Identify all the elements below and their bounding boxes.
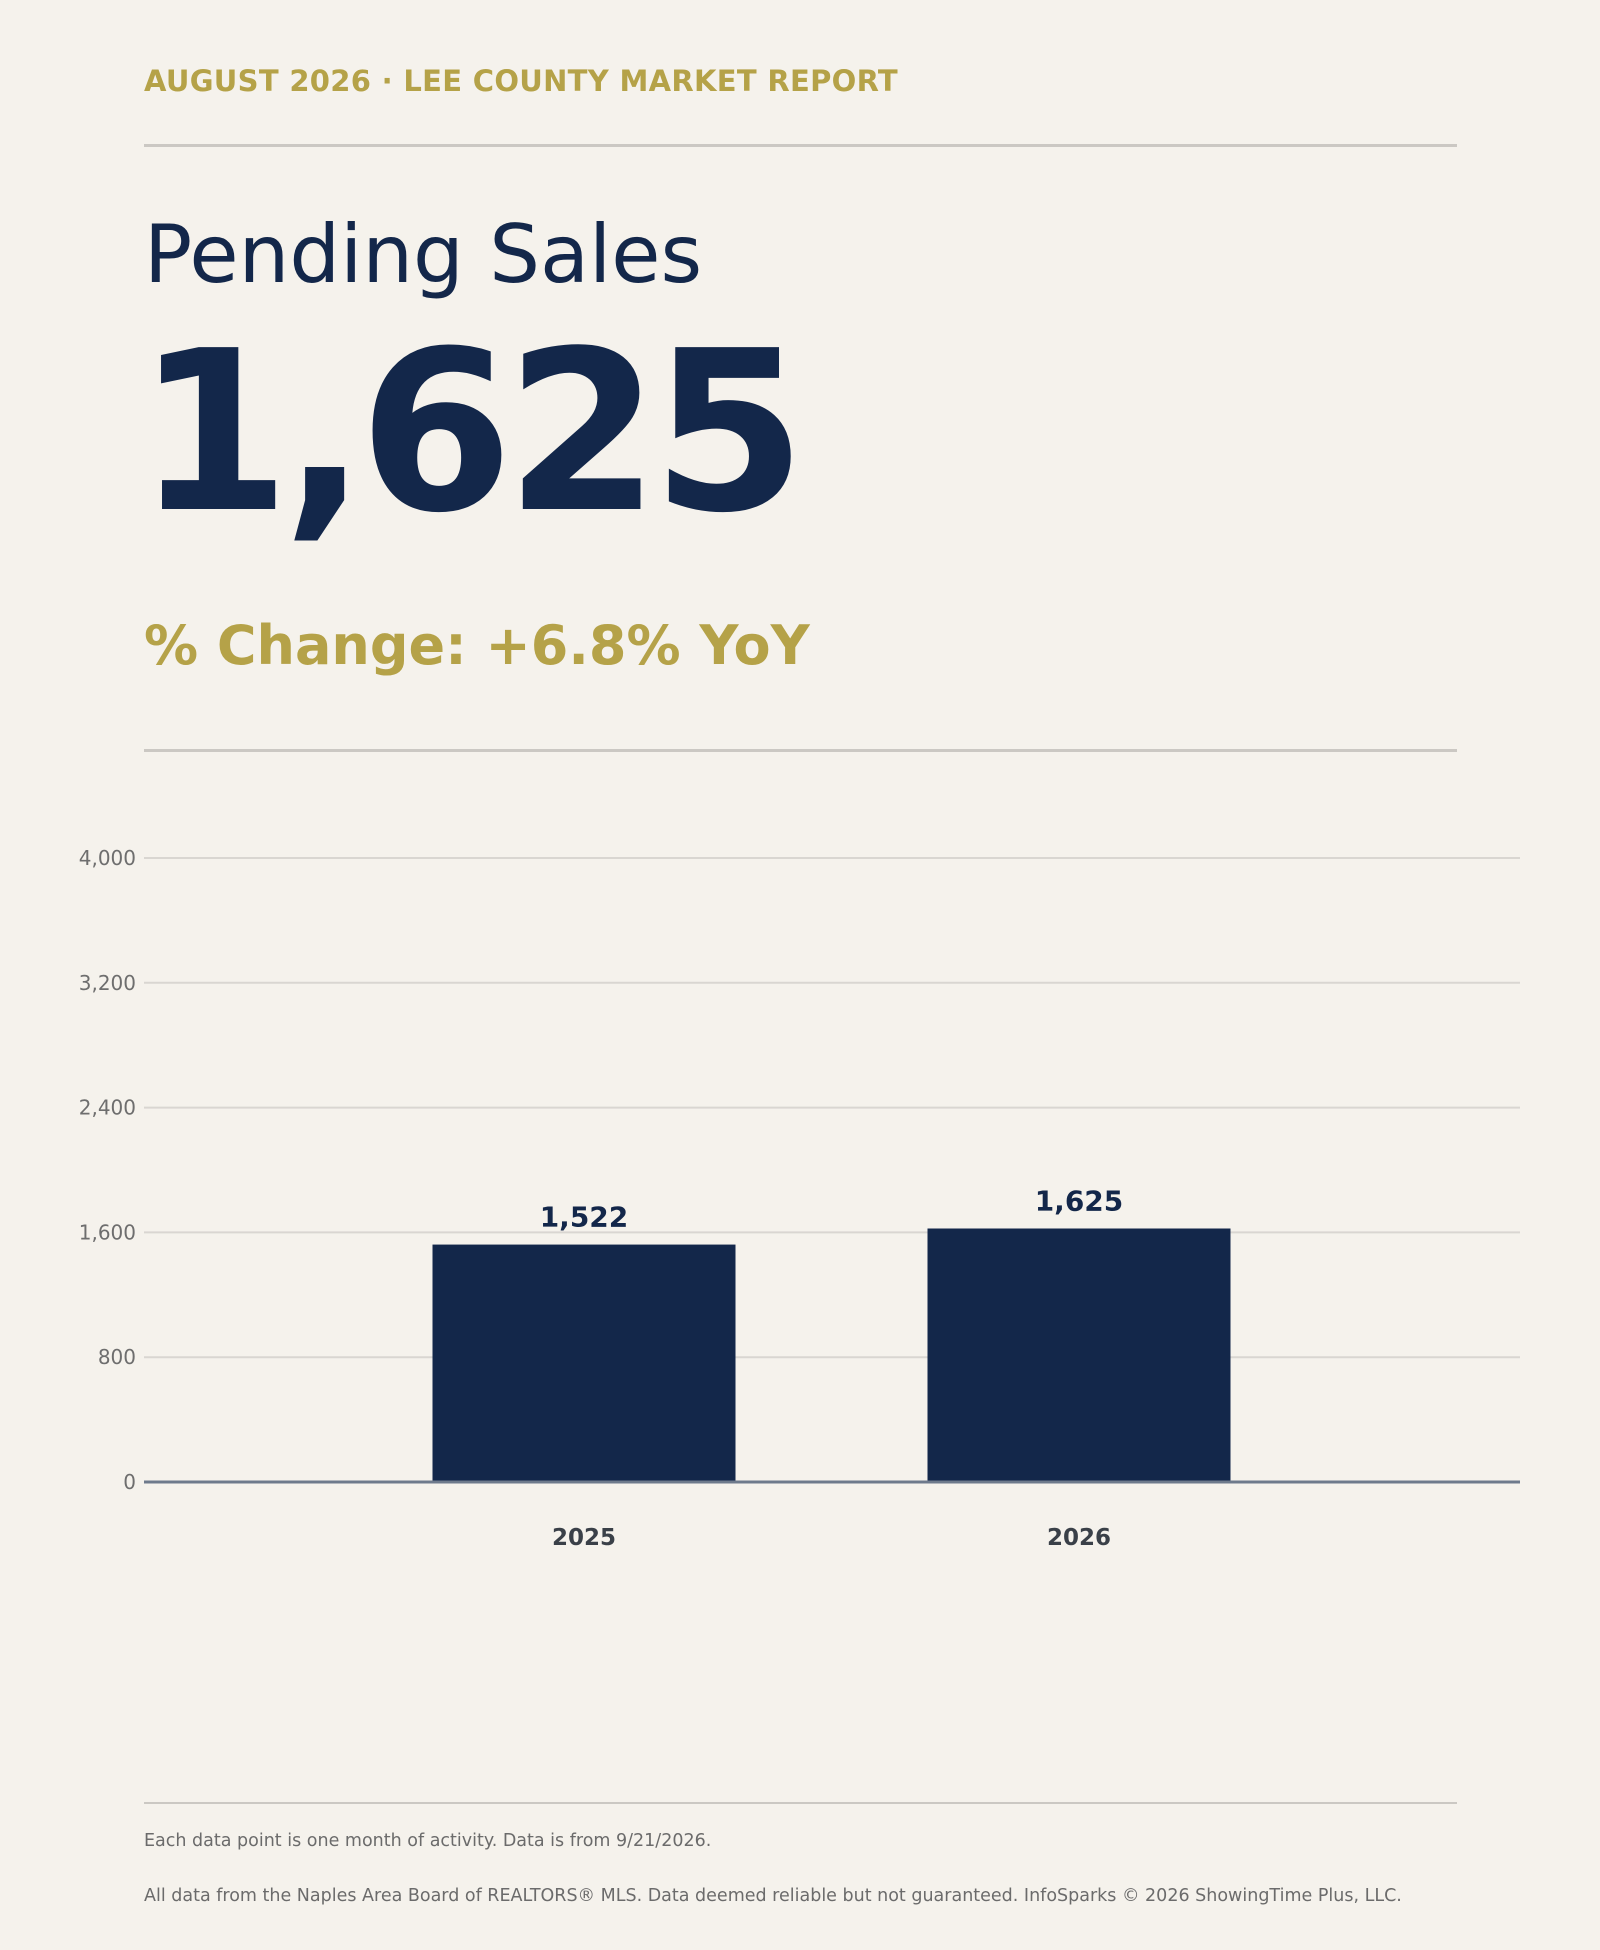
y-tick-label: 3,200 [79,971,136,995]
y-tick-label: 800 [98,1345,136,1369]
y-tick-label: 4,000 [79,846,136,870]
header-divider [144,144,1457,147]
footer-divider [144,1802,1457,1804]
footnote-data-note: Each data point is one month of activity… [144,1831,712,1851]
metric-change: % Change: +6.8% YoY [144,614,810,677]
x-tick-label: 2025 [552,1525,616,1551]
bar-value-label: 1,522 [540,1201,629,1234]
metric-title: Pending Sales [144,208,703,301]
report-header: AUGUST 2026 · LEE COUNTY MARKET REPORT [144,64,899,98]
x-tick-label: 2026 [1047,1525,1111,1551]
bar-value-label: 1,625 [1035,1185,1124,1218]
bar [432,1244,736,1482]
y-tick-label: 0 [123,1470,136,1494]
bar [927,1228,1231,1482]
section-divider [144,749,1457,752]
footnote-disclaimer: All data from the Naples Area Board of R… [144,1886,1402,1906]
y-tick-label: 1,600 [79,1220,136,1244]
y-tick-label: 2,400 [79,1096,136,1120]
bar-chart: 0 800 1,600 2,400 3,200 4,000 1,522 2025 1,625 20… [79,846,1520,1551]
metric-value: 1,625 [136,304,806,562]
